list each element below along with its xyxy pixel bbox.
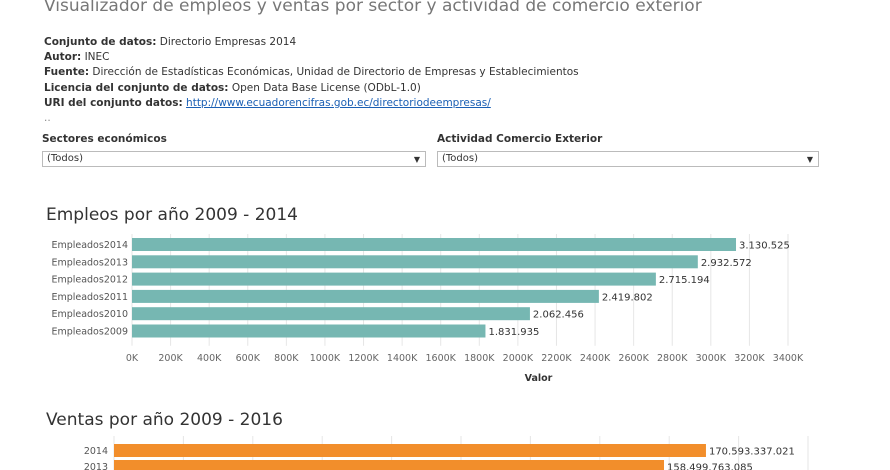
empleos-x-axis-label: Valor <box>525 373 553 382</box>
empleos-x-tick-label: 800K <box>274 353 299 364</box>
meta-source: Fuente: Dirección de Estadísticas Económ… <box>44 65 579 80</box>
meta-dataset-label: Conjunto de datos: <box>44 36 157 48</box>
empleos-bar <box>132 238 737 251</box>
empleos-x-tick-label: 2600K <box>618 353 649 364</box>
empleos-value-label: 2.062.456 <box>533 310 584 321</box>
empleos-x-tick-label: 2200K <box>541 353 572 364</box>
ventas-value-label: 170.593.337.021 <box>709 447 795 458</box>
meta-uri: URI del conjunto datos: http://www.ecuad… <box>44 96 579 111</box>
meta-license: Licencia del conjunto de datos: Open Dat… <box>44 81 579 96</box>
empleos-category-label: Empleados2011 <box>51 292 128 303</box>
meta-author-value: INEC <box>84 51 110 64</box>
chevron-down-icon: ▼ <box>413 155 420 164</box>
empleos-category-label: Empleados2014 <box>51 240 128 251</box>
empleos-category-label: Empleados2010 <box>51 309 128 320</box>
dataset-metadata: Conjunto de datos: Directorio Empresas 2… <box>44 35 579 126</box>
meta-dataset: Conjunto de datos: Directorio Empresas 2… <box>44 35 579 50</box>
empleos-value-label: 2.419.802 <box>602 292 653 303</box>
filter-sectores-dropdown[interactable]: (Todos) ▼ <box>42 151 426 167</box>
empleos-category-label: Empleados2009 <box>51 327 128 338</box>
ventas-chart: 2014 170.593.337.021 2013 158.499.763.085 <box>84 436 809 470</box>
empleos-x-tick-label: 3200K <box>734 353 765 364</box>
ventas-bar <box>114 444 706 457</box>
empleos-value-label: 3.130.525 <box>739 241 790 252</box>
meta-author: Autor: INEC <box>44 50 579 65</box>
filter-actividad-dropdown[interactable]: (Todos) ▼ <box>437 151 819 167</box>
empleos-chart-title: Empleos por año 2009 - 2014 <box>46 205 298 225</box>
empleos-x-tick-label: 0K <box>126 353 139 364</box>
empleos-x-tick-label: 2000K <box>503 353 534 364</box>
chevron-down-icon: ▼ <box>806 155 813 164</box>
empleos-category-label: Empleados2013 <box>51 257 128 268</box>
empleos-x-tick-label: 1400K <box>387 353 418 364</box>
page-title: Visualizador de empleos y ventas por sec… <box>44 0 702 16</box>
ventas-chart-title: Ventas por año 2009 - 2016 <box>46 410 283 430</box>
meta-uri-link[interactable]: http://www.ecuadorencifras.gob.ec/direct… <box>186 96 491 109</box>
empleos-x-tick-label: 1000K <box>310 353 341 364</box>
empleos-bar <box>132 289 599 303</box>
filter-sectores-label: Sectores económicos <box>42 133 167 145</box>
meta-license-value: Open Data Base License (ODbL-1.0) <box>231 81 421 94</box>
empleos-x-tick-label: 400K <box>197 353 222 364</box>
empleos-bar <box>132 307 530 321</box>
empleos-x-tick-label: 3400K <box>773 353 804 364</box>
ventas-value-label: 158.499.763.085 <box>667 463 753 470</box>
empleos-x-tick-label: 600K <box>236 353 261 364</box>
empleos-bar <box>132 255 698 269</box>
meta-source-value: Dirección de Estadísticas Económicas, Un… <box>92 66 579 79</box>
empleos-bar <box>132 324 486 338</box>
empleos-bar <box>132 272 656 286</box>
empleos-x-tick-label: 1800K <box>464 353 495 364</box>
empleos-value-label: 1.831.935 <box>488 327 539 338</box>
meta-license-label: Licencia del conjunto de datos: <box>44 81 229 94</box>
filter-actividad-value: (Todos) <box>442 153 479 164</box>
ventas-category-label: 2013 <box>84 462 108 470</box>
empleos-value-label: 2.715.194 <box>659 275 710 286</box>
meta-author-label: Autor: <box>44 51 82 64</box>
meta-source-label: Fuente: <box>44 66 90 79</box>
empleos-chart: 0K 200K 400K 600K 800K 1000K 1200K 1400K 1600K 18… <box>51 234 804 382</box>
meta-dataset-value: Directorio Empresas 2014 <box>159 36 297 48</box>
empleos-x-tick-label: 1600K <box>425 353 456 364</box>
ventas-bar <box>114 460 664 470</box>
empleos-category-label: Empleados2012 <box>51 275 128 286</box>
empleos-x-tick-label: 2400K <box>580 353 611 364</box>
empleos-x-tick-label: 3000K <box>696 353 727 364</box>
filter-sectores-value: (Todos) <box>47 153 84 164</box>
ventas-category-label: 2014 <box>84 446 108 457</box>
empleos-x-tick-label: 2800K <box>657 353 688 364</box>
meta-uri-label: URI del conjunto datos: <box>44 96 183 109</box>
meta-ellipsis: .. <box>44 112 51 125</box>
empleos-x-tick-label: 1200K <box>348 353 379 364</box>
empleos-x-tick-label: 200K <box>158 353 183 364</box>
empleos-value-label: 2.932.572 <box>701 258 752 269</box>
filter-actividad-label: Actividad Comercio Exterior <box>437 133 603 145</box>
